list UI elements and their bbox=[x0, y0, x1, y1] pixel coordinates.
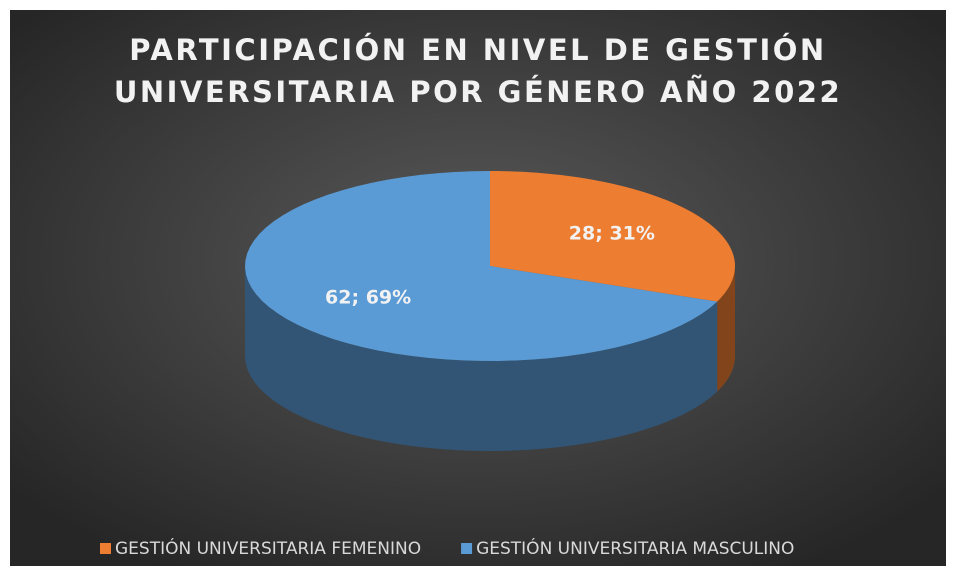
legend-label: GESTIÓN UNIVERSITARIA MASCULINO bbox=[476, 537, 794, 559]
legend-swatch bbox=[461, 543, 473, 554]
chart-title: PARTICIPACIÓN EN NIVEL DE GESTIÓN bbox=[129, 33, 826, 67]
chart-title: UNIVERSITARIA POR GÉNERO AÑO 2022 bbox=[114, 75, 842, 109]
data-label: 62; 69% bbox=[325, 286, 411, 308]
legend-label: GESTIÓN UNIVERSITARIA FEMENINO bbox=[115, 537, 421, 559]
data-label: 28; 31% bbox=[569, 223, 655, 245]
slice bbox=[490, 171, 735, 302]
slice bbox=[245, 171, 718, 361]
slice-side bbox=[717, 266, 735, 392]
slice-side bbox=[245, 266, 718, 451]
legend-swatch bbox=[100, 543, 111, 554]
